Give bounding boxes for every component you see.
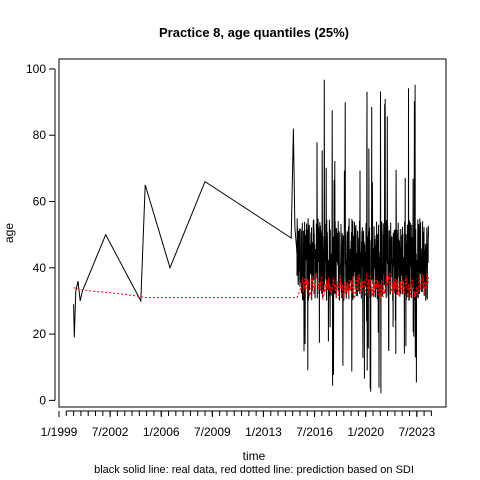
y-tick-label: 60 bbox=[33, 195, 47, 209]
x-tick-label: 1/2020 bbox=[347, 425, 384, 439]
prediction-line bbox=[73, 271, 429, 301]
plot-frame bbox=[58, 58, 447, 408]
x-tick-label: 1/2013 bbox=[245, 425, 282, 439]
y-axis-label: age bbox=[2, 223, 16, 243]
x-tick-label: 7/2002 bbox=[92, 425, 129, 439]
y-axis: 0 20 40 60 80 100 bbox=[26, 62, 56, 407]
series-real-data bbox=[73, 79, 429, 394]
y-tick-label: 100 bbox=[26, 62, 46, 76]
y-tick-label: 80 bbox=[33, 128, 47, 142]
x-tick-label: 7/2023 bbox=[398, 425, 435, 439]
series-layer bbox=[73, 79, 429, 394]
chart-title: Practice 8, age quantiles (25%) bbox=[159, 25, 349, 40]
y-tick-label: 40 bbox=[33, 261, 47, 275]
real-data-line bbox=[73, 79, 429, 394]
chart-caption: black solid line: real data, red dotted … bbox=[94, 464, 414, 476]
x-tick-label: 1/1999 bbox=[41, 425, 78, 439]
x-axis-label: time bbox=[243, 449, 266, 463]
series-prediction bbox=[73, 271, 429, 301]
x-axis: 1/1999 7/2002 1/2006 7/2009 1/2013 7/2016 1/20… bbox=[41, 410, 435, 439]
x-tick-label: 1/2006 bbox=[143, 425, 180, 439]
y-tick-label: 0 bbox=[39, 393, 46, 407]
y-tick-label: 20 bbox=[33, 327, 47, 341]
x-tick-label: 7/2009 bbox=[194, 425, 231, 439]
x-tick-label: 7/2016 bbox=[296, 425, 333, 439]
